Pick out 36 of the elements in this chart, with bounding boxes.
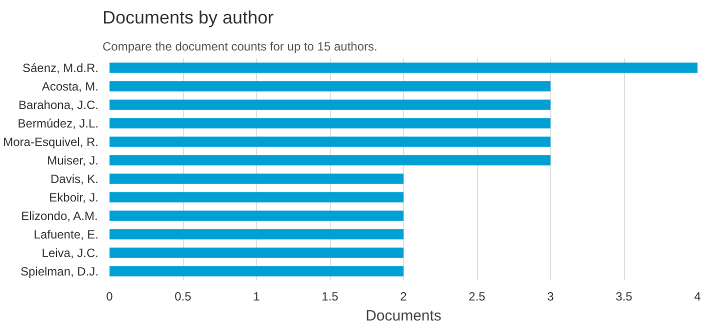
y-tick-label: Muiser, J.: [47, 153, 99, 168]
bar: [110, 100, 550, 110]
y-tick-label: Sáenz, M.d.R.: [22, 60, 98, 75]
bar: [110, 229, 404, 240]
y-tick-label: Mora-Esquivel, R.: [3, 134, 99, 149]
bar: [110, 62, 698, 73]
bar: [110, 118, 550, 128]
y-tick-label: Lafuente, E.: [34, 227, 98, 242]
y-tick-label: Davis, K.: [50, 172, 99, 186]
chart-subtitle: Compare the document counts for up to 15 authors.: [102, 40, 378, 54]
x-tick-label: 0.5: [174, 290, 192, 304]
x-tick-label: 1: [253, 290, 260, 304]
bar: [110, 192, 404, 202]
bar: [110, 81, 550, 92]
x-tick-label: 1.5: [322, 290, 339, 304]
y-tick-label: Barahona, J.C.: [18, 98, 98, 112]
bar: [110, 266, 404, 276]
bar: [110, 174, 404, 184]
y-tick-label: Ekboir, J.: [49, 190, 99, 204]
bar: [110, 248, 404, 258]
x-tick-label: 2: [400, 290, 408, 304]
y-tick-label: Bermúdez, J.L.: [18, 116, 98, 130]
y-tick-label: Leiva, J.C.: [42, 246, 99, 260]
x-tick-label: 4: [694, 290, 702, 304]
y-tick-label: Elizondo, A.M.: [21, 208, 98, 223]
bar: [110, 155, 550, 166]
y-tick-label: Spielman, D.J.: [20, 264, 98, 278]
x-tick-label: 0: [106, 290, 114, 304]
x-tick-label: 3.5: [616, 290, 633, 304]
x-tick-label: 2.5: [468, 290, 486, 304]
bar: [110, 210, 404, 221]
x-tick-label: 3: [547, 290, 554, 304]
chart-title: Documents by author: [102, 8, 274, 28]
x-axis-title: Documents: [366, 308, 442, 324]
y-tick-label: Acosta, M.: [42, 79, 99, 94]
bar: [110, 136, 550, 147]
